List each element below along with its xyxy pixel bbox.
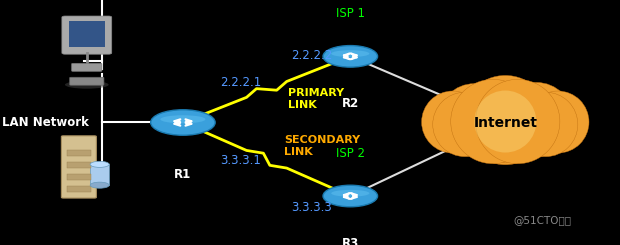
FancyBboxPatch shape <box>67 162 91 168</box>
Circle shape <box>323 46 378 67</box>
Circle shape <box>151 110 215 135</box>
Text: R3: R3 <box>342 237 359 245</box>
Text: R1: R1 <box>174 168 192 181</box>
Text: ISP 1: ISP 1 <box>336 7 365 20</box>
Text: PRIMARY
LINK: PRIMARY LINK <box>288 88 345 110</box>
Ellipse shape <box>433 92 497 157</box>
FancyBboxPatch shape <box>69 21 105 47</box>
Ellipse shape <box>438 84 510 156</box>
Ellipse shape <box>327 195 373 204</box>
Text: SECONDARY
LINK: SECONDARY LINK <box>284 135 360 157</box>
Text: 2.2.2.1: 2.2.2.1 <box>220 75 262 89</box>
Text: @51CTO博客: @51CTO博客 <box>513 216 572 225</box>
FancyBboxPatch shape <box>67 150 91 156</box>
Text: 3.3.3.3: 3.3.3.3 <box>291 200 332 214</box>
FancyBboxPatch shape <box>90 164 109 185</box>
Ellipse shape <box>499 82 574 157</box>
Text: 2.2.2.2: 2.2.2.2 <box>291 49 333 62</box>
FancyBboxPatch shape <box>67 186 91 192</box>
Circle shape <box>323 185 378 207</box>
Ellipse shape <box>461 75 550 165</box>
Ellipse shape <box>474 91 536 153</box>
FancyBboxPatch shape <box>69 77 104 85</box>
Ellipse shape <box>527 91 589 153</box>
Ellipse shape <box>327 55 373 64</box>
FancyBboxPatch shape <box>72 63 102 71</box>
Ellipse shape <box>422 91 484 153</box>
Text: ISP 2: ISP 2 <box>336 147 365 160</box>
Ellipse shape <box>513 92 578 157</box>
FancyBboxPatch shape <box>67 174 91 180</box>
Ellipse shape <box>90 182 109 188</box>
Ellipse shape <box>476 79 560 164</box>
Ellipse shape <box>65 81 108 89</box>
Ellipse shape <box>331 50 370 57</box>
Text: R2: R2 <box>342 97 359 110</box>
FancyBboxPatch shape <box>61 136 96 198</box>
Text: Internet: Internet <box>473 115 538 130</box>
Ellipse shape <box>331 190 370 197</box>
FancyBboxPatch shape <box>62 16 112 54</box>
Ellipse shape <box>451 79 535 164</box>
Ellipse shape <box>156 121 210 132</box>
Text: 3.3.3.1: 3.3.3.1 <box>220 154 261 167</box>
Ellipse shape <box>161 115 205 123</box>
Text: LAN Network: LAN Network <box>2 116 89 129</box>
Ellipse shape <box>467 86 544 163</box>
Ellipse shape <box>90 161 109 167</box>
